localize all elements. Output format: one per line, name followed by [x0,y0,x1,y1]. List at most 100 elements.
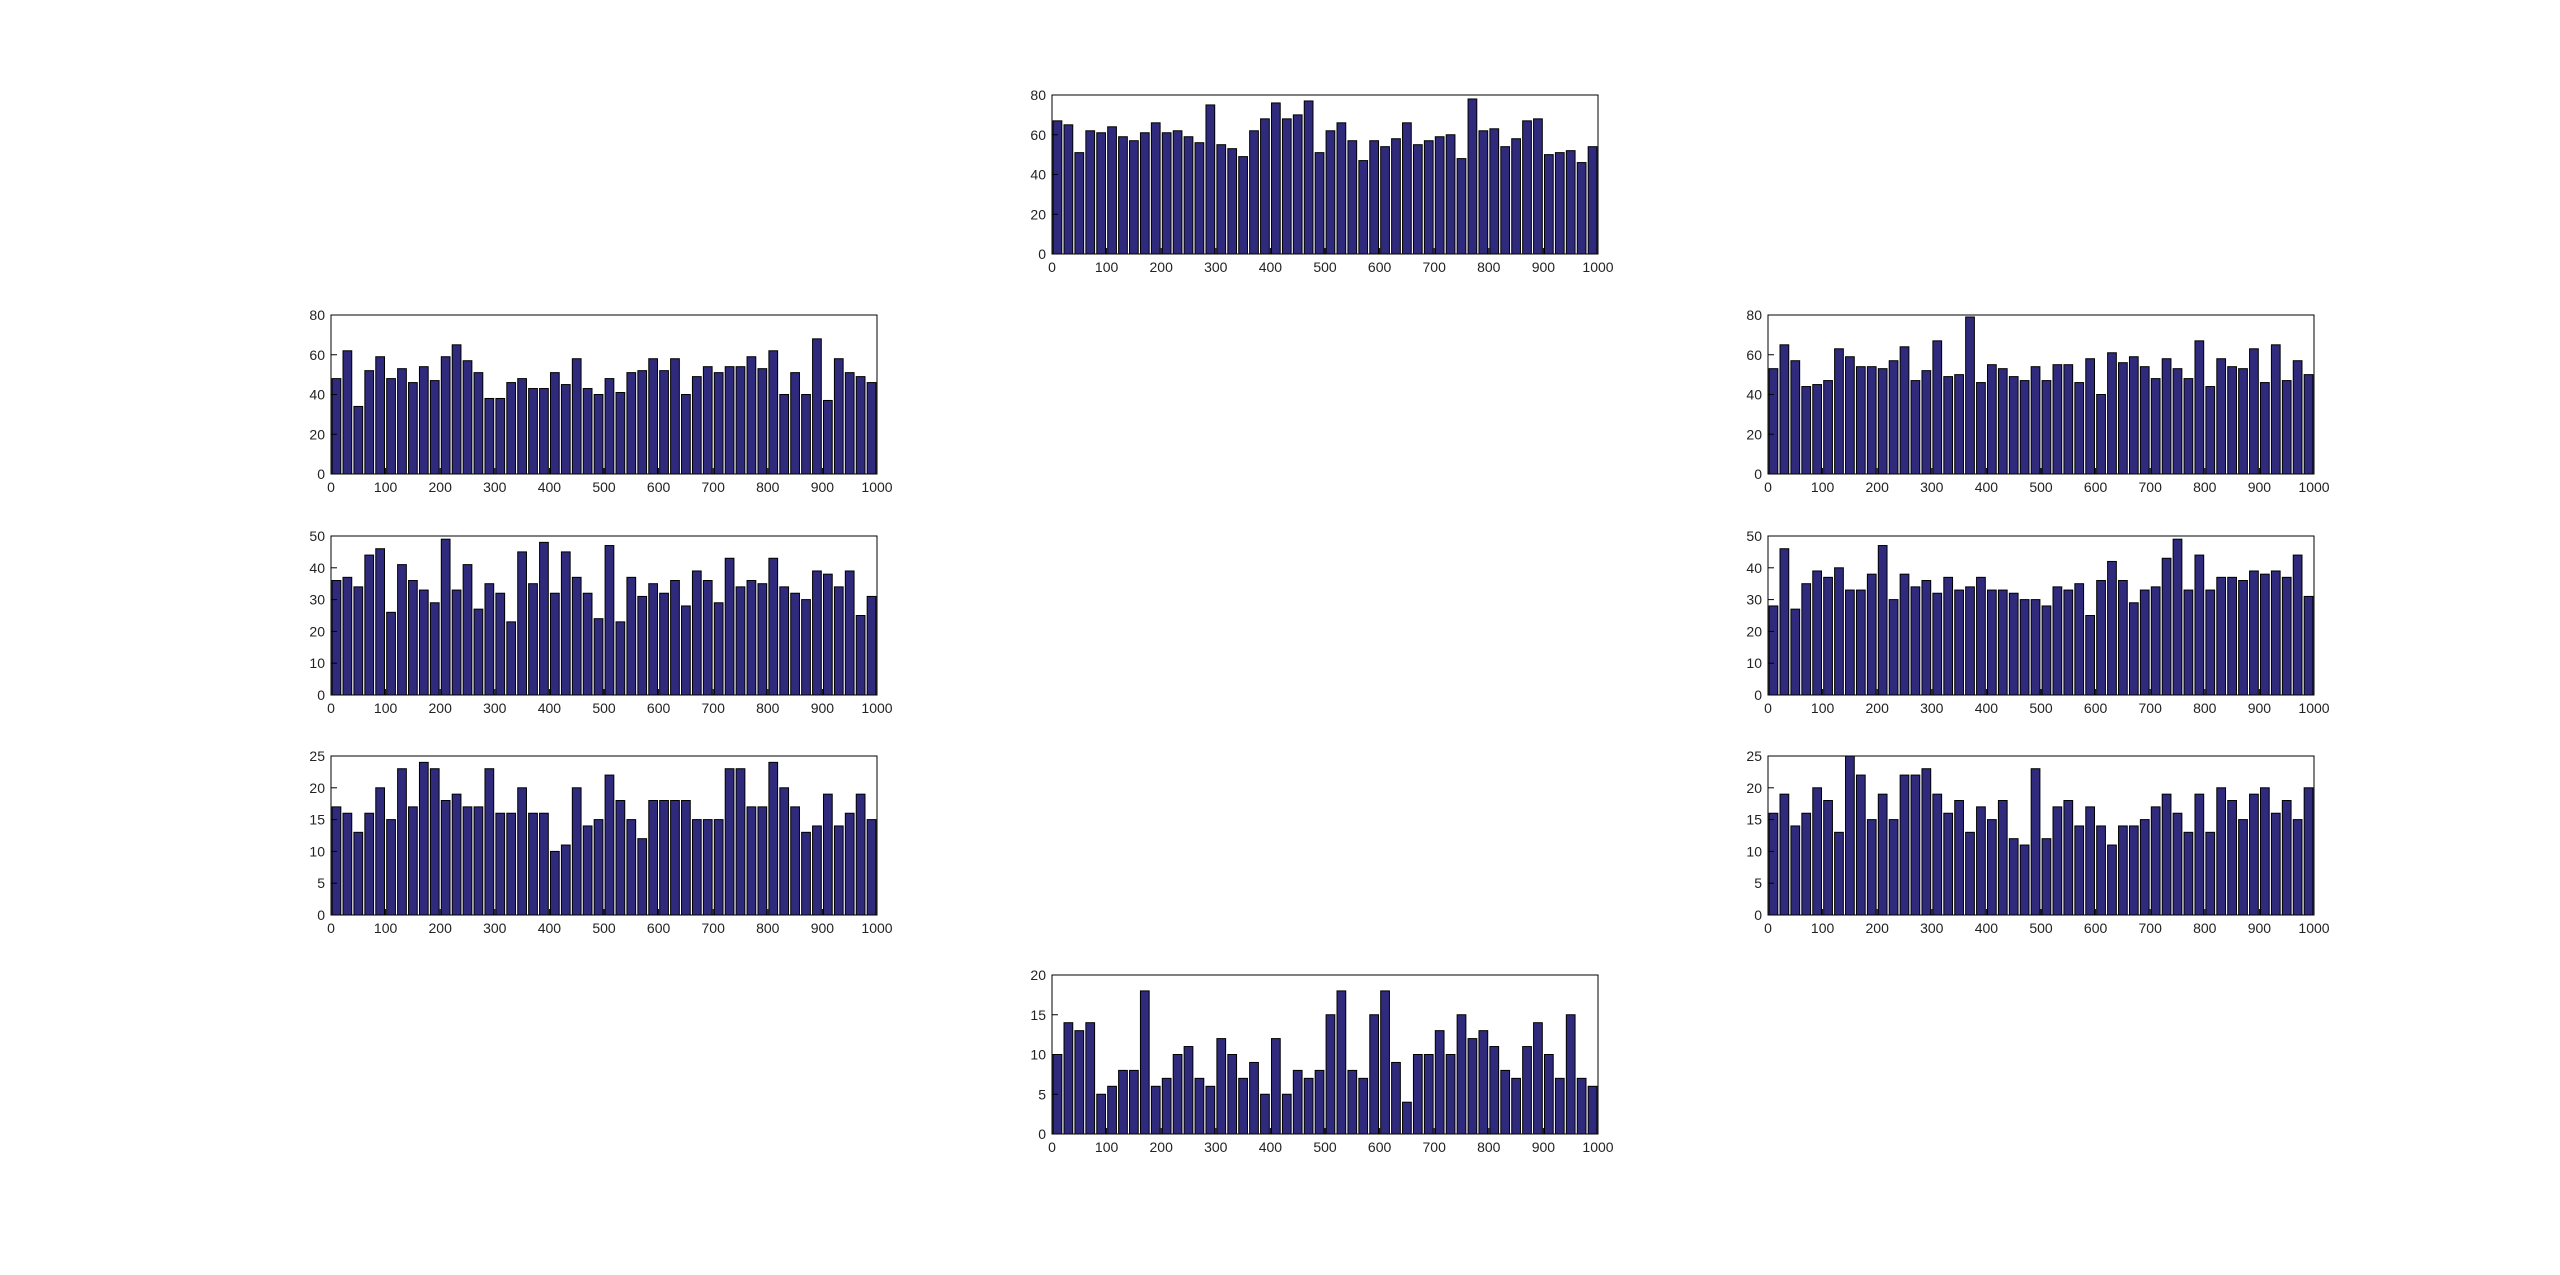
bar [1554,1077,1565,1135]
bar [1074,1030,1085,1135]
bar [571,358,582,475]
bar [2216,358,2227,475]
bar [1281,1093,1292,1135]
bar [1954,374,1964,475]
bar [1888,819,1899,916]
bar [418,589,429,696]
bar [1118,136,1128,255]
bar [549,372,560,475]
bar [1172,1054,1183,1135]
bar [702,366,713,475]
bar [1216,144,1227,255]
bar [1954,800,1964,916]
bar [1434,136,1445,255]
bar [1834,567,1844,696]
x-tick-label: 1000 [2298,479,2329,495]
y-tick-label: 60 [1746,347,1762,363]
x-tick-label: 300 [483,920,507,936]
bar [1412,1054,1423,1135]
bar [2194,554,2205,696]
bar [1445,1054,1456,1135]
x-tick-label: 700 [2139,700,2163,716]
bar [2118,825,2128,916]
bar [1921,768,1932,916]
bar [528,812,538,916]
bar [2303,595,2314,696]
bar [1161,132,1172,255]
bar [1899,774,1910,916]
bar [1888,360,1899,475]
bar [1107,126,1117,255]
bar [615,800,626,916]
x-tick-label: 500 [2029,920,2053,936]
x-tick-label: 100 [1811,700,1835,716]
bar [1812,787,1823,916]
bar [1910,774,1921,916]
bar [1434,1030,1445,1135]
bar [2085,806,2096,916]
x-tick-label: 400 [538,700,562,716]
bar [462,806,473,916]
bar [768,761,779,916]
bar [1183,1046,1194,1135]
y-tick-label: 20 [1030,967,1046,983]
x-tick-label: 700 [1423,1139,1447,1155]
bar [812,338,822,475]
y-tick-label: 10 [309,655,325,671]
x-tick-label: 300 [483,700,507,716]
bar [1478,130,1489,255]
y-tick-label: 20 [1746,623,1762,639]
x-tick-label: 500 [1313,259,1337,275]
bar [2085,615,2096,696]
bar [2205,386,2216,475]
bar [1855,366,1866,475]
bar [844,570,855,696]
x-tick-label: 100 [374,479,398,495]
x-tick-label: 600 [1368,1139,1392,1155]
bar [833,586,844,696]
bar [1845,356,1855,475]
y-tick-label: 20 [1746,780,1762,796]
x-tick-label: 900 [2248,920,2272,936]
bar [604,378,615,475]
bar [790,806,800,916]
bar [2063,364,2074,475]
bar [790,372,800,475]
x-tick-label: 500 [592,479,616,495]
bar [571,787,582,916]
bar [2292,819,2303,916]
bar [604,545,615,696]
bar [1921,580,1932,696]
bar [757,368,768,475]
bar [1085,130,1096,255]
bar [2270,812,2281,916]
bar [1358,160,1369,255]
subplot: 0 100 200 300 400 500 600 700 800 900 1000 0 5 10 15 20 [1030,967,1613,1155]
bar [1467,1038,1478,1135]
bar [2194,793,2205,916]
bar [375,787,386,916]
bar [1336,122,1347,255]
bar [418,761,429,916]
bar [593,819,604,916]
bar [2107,844,2117,916]
bar [1511,138,1521,255]
bar [1855,589,1866,696]
bar [1369,1014,1380,1135]
bar [2052,806,2063,916]
bar [2041,380,2052,475]
bar [2150,806,2161,916]
x-tick-label: 1000 [861,920,892,936]
bar [1052,120,1063,255]
bar [1943,812,1954,916]
y-tick-label: 0 [1038,246,1046,262]
bar [1790,360,1801,475]
bar [1965,831,1975,916]
y-tick-label: 80 [1030,87,1046,103]
y-tick-label: 40 [1030,167,1046,183]
bar [1899,346,1910,475]
bar [2161,358,2172,475]
bar [451,793,462,916]
x-tick-label: 700 [2139,920,2163,936]
